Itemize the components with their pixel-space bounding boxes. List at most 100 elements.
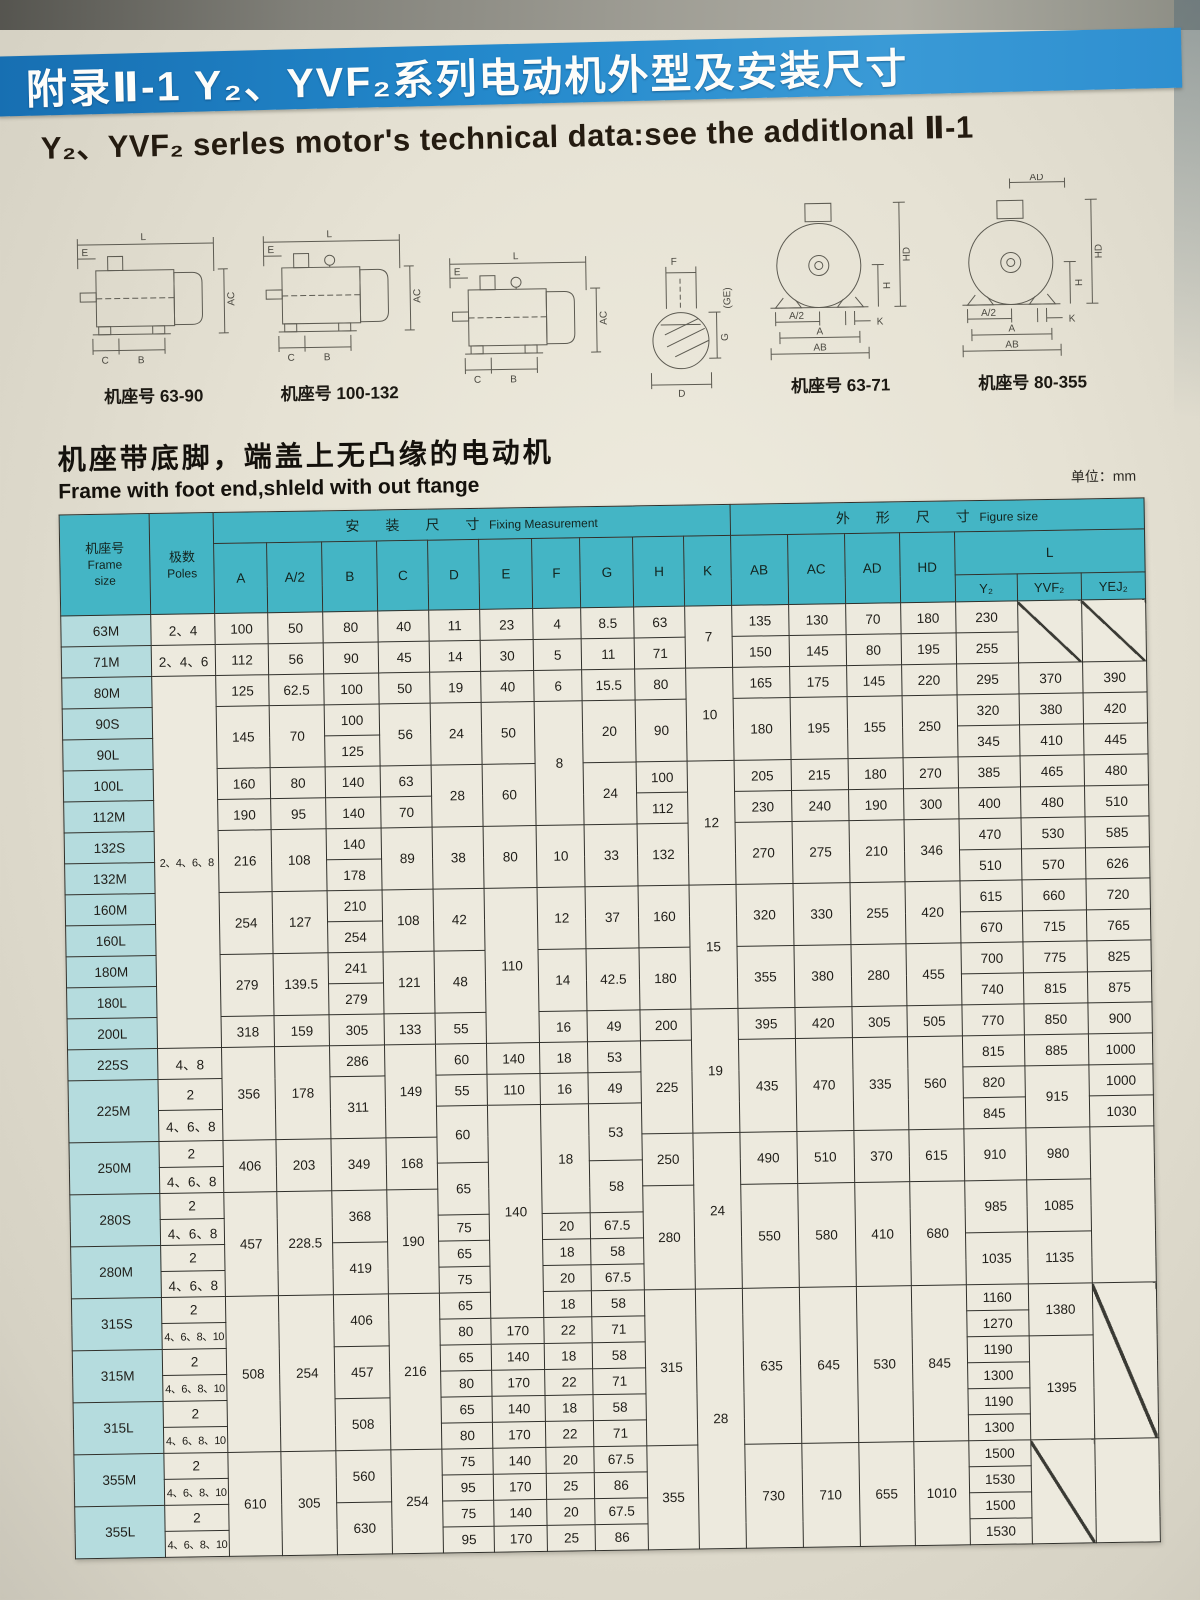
- dimensions-table: 机座号 Frame size 极数 Poles 安 装 尺 寸 Fixing M…: [58, 497, 1161, 1560]
- dim-label-G: G: [720, 333, 731, 341]
- table-cell: 121: [383, 951, 436, 1014]
- table-cell: 254: [219, 891, 274, 955]
- table-cell: 130: [788, 603, 846, 636]
- table-cell: 1530: [969, 1517, 1033, 1545]
- table-cell: 1500: [968, 1439, 1031, 1467]
- table-cell: 67.5: [591, 1263, 645, 1291]
- table-cell: 1000: [1088, 1063, 1154, 1096]
- frame-size-cell: 225M: [68, 1079, 160, 1143]
- diagram-caption: 机座号 63-71: [790, 375, 891, 396]
- table-cell: 20: [546, 1446, 595, 1474]
- dim-label-H: H: [1074, 279, 1085, 286]
- table-cell: 56: [379, 703, 432, 766]
- table-cell: 53: [588, 1102, 643, 1161]
- table-cell: 180: [847, 757, 904, 790]
- table-cell: 11: [428, 609, 481, 642]
- frame-size-cell: 112M: [63, 800, 155, 833]
- table-cell: 280: [850, 943, 907, 1007]
- table-cell: 255: [849, 881, 906, 945]
- table-cell: 1300: [967, 1361, 1030, 1389]
- table-cell: 455: [905, 942, 962, 1006]
- table-cell: 4、6、8: [161, 1270, 226, 1298]
- table-cell: 168: [386, 1137, 439, 1190]
- table-cell: 65: [438, 1240, 491, 1268]
- table-cell: 390: [1082, 660, 1148, 693]
- table-cell: 90: [323, 641, 379, 674]
- frame-size-cell: 132M: [64, 862, 156, 895]
- table-cell: 65: [441, 1396, 493, 1424]
- table-cell: 318: [221, 1015, 275, 1048]
- table-cell: 145: [788, 634, 847, 667]
- table-cell: 8.5: [581, 606, 635, 639]
- table-cell: 7: [685, 605, 733, 669]
- table-cell: 1035: [965, 1231, 1029, 1285]
- table-cell: 65: [440, 1344, 492, 1372]
- frame-header-en2: size: [94, 573, 116, 589]
- table-cell: 178: [274, 1045, 332, 1140]
- table-cell: 140: [491, 1343, 545, 1371]
- table-cell: 2、4: [150, 613, 216, 646]
- table-cell: 65: [439, 1292, 492, 1320]
- table-cell: 100: [636, 761, 688, 793]
- table-cell: 16: [539, 1010, 588, 1043]
- table-cell: 508: [335, 1397, 392, 1451]
- table-cell: 58: [589, 1159, 644, 1213]
- table-cell: 345: [957, 724, 1020, 757]
- table-cell: 279: [220, 953, 275, 1017]
- table-cell: 190: [387, 1189, 440, 1294]
- table-cell: 63: [380, 765, 432, 797]
- table-cell: 28: [431, 764, 484, 828]
- table-cell: 815: [1023, 971, 1088, 1004]
- table-cell: 4、6、8、10: [164, 1478, 229, 1506]
- page-title: 附录Ⅱ-1 Y₂、YVF₂系列电动机外型及安装尺寸: [25, 45, 909, 113]
- table-cell: 15: [689, 884, 738, 1010]
- table-cell: 45: [378, 641, 430, 673]
- table-cell: 4、6、8、10: [162, 1374, 228, 1402]
- diagram-caption: 机座号 100-132: [280, 383, 399, 404]
- table-cell: 254: [391, 1449, 444, 1554]
- table-cell: 67.5: [590, 1211, 644, 1239]
- table-cell: 58: [591, 1289, 646, 1317]
- table-cell: 4: [532, 607, 582, 640]
- table-cell: 490: [739, 1131, 798, 1185]
- motor-side-view-icon: L E AC C B: [76, 232, 237, 367]
- table-cell: 370: [1018, 661, 1083, 694]
- table-cell: 132: [637, 823, 690, 886]
- table-cell: 4、6、8、10: [165, 1530, 230, 1558]
- frame-size-cell: 90S: [62, 707, 153, 740]
- table-cell: 18: [539, 1041, 589, 1074]
- page-content: 附录Ⅱ-1 Y₂、YVF₂系列电动机外型及安装尺寸 Y₂、YVF₂ serles…: [0, 17, 1200, 1561]
- frame-header-zh: 机座号: [85, 540, 125, 556]
- table-cell: 1500: [969, 1491, 1032, 1519]
- table-cell: 100: [324, 703, 380, 736]
- table-cell: 315: [644, 1289, 699, 1446]
- table-cell: 38: [432, 826, 485, 890]
- table-body: 63M 2、4 100 50 80 40 11 23 4 8.5 63 7 135 130 70 180 230…: [60, 598, 1161, 1559]
- motor-front-view-icon: AD HD H A/2 K A AB: [962, 173, 1105, 358]
- table-cell: 480: [1020, 785, 1085, 818]
- column-header-H: H: [632, 536, 686, 607]
- table-cell: 100: [214, 612, 269, 645]
- table-cell: 2: [158, 1078, 223, 1111]
- table-cell: 205: [733, 759, 792, 792]
- table-cell: 530: [1020, 816, 1086, 849]
- table-cell: 305: [281, 1450, 338, 1556]
- table-cell: 170: [492, 1421, 547, 1449]
- table-cell: 62.5: [268, 673, 325, 706]
- table-cell: 510: [796, 1130, 855, 1184]
- table-cell: 67.5: [594, 1445, 648, 1473]
- table-cell: 335: [852, 1036, 909, 1131]
- table-cell: 14: [429, 640, 481, 673]
- table-cell: 410: [1019, 723, 1084, 756]
- dim-label-L: L: [326, 229, 332, 240]
- table-cell: 170: [491, 1317, 545, 1345]
- table-cell: 470: [794, 1037, 854, 1132]
- table-cell: 1190: [966, 1335, 1030, 1363]
- table-cell: 56: [268, 642, 324, 675]
- dim-label-L: L: [513, 251, 519, 262]
- table-cell: 100: [323, 672, 380, 705]
- table-cell: 1030: [1089, 1094, 1154, 1127]
- dim-label-AD: AD: [1029, 173, 1043, 183]
- table-cell: 815: [962, 1034, 1025, 1067]
- column-header-poles: 极数 Poles: [149, 512, 215, 615]
